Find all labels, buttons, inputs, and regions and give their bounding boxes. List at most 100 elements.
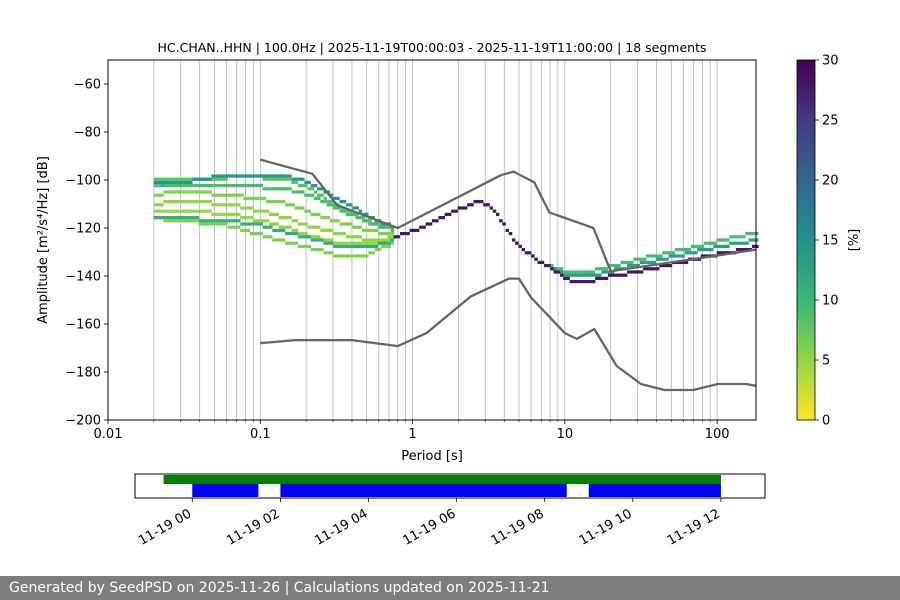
histogram-cell — [384, 241, 388, 245]
colorbar-tick-label: 0 — [822, 414, 830, 429]
histogram-cell — [377, 222, 382, 226]
y-tick-label: −120 — [65, 222, 101, 237]
histogram-cell — [160, 203, 164, 207]
histogram-cell — [243, 184, 247, 188]
histogram-cell — [598, 267, 602, 271]
histogram-cell — [233, 212, 238, 216]
histogram-cell — [297, 184, 302, 188]
histogram-cell — [352, 225, 356, 229]
histogram-cell — [275, 238, 279, 242]
histogram-cell — [253, 219, 257, 223]
histogram-cell — [594, 273, 599, 277]
nlnm-curve — [260, 277, 757, 392]
histogram-cell — [291, 203, 295, 207]
histogram-cell — [553, 270, 558, 274]
histogram-cell — [201, 222, 206, 226]
histogram-cell — [617, 273, 622, 277]
histogram-cell — [601, 270, 605, 274]
histogram-cell — [649, 267, 654, 271]
histogram-cell — [585, 270, 589, 274]
histogram-cell — [189, 209, 193, 213]
histogram-cell — [681, 260, 686, 264]
histogram-cell — [342, 254, 347, 258]
histogram-cell — [566, 276, 570, 280]
histogram-cell — [281, 200, 286, 204]
histogram-cell — [703, 248, 708, 252]
histogram-cell — [208, 200, 212, 204]
histogram-cell — [751, 244, 756, 248]
histogram-cell — [754, 238, 759, 242]
histogram-cell — [623, 260, 628, 264]
histogram-cell — [285, 174, 289, 178]
histogram-cell — [479, 200, 484, 204]
y-tick-label: −80 — [74, 126, 101, 141]
histogram-cell — [652, 267, 657, 271]
histogram-cell — [575, 273, 580, 277]
histogram-cell — [291, 180, 295, 184]
histogram-cell — [320, 187, 324, 191]
histogram-cell — [499, 219, 503, 223]
histogram-cell — [633, 264, 637, 268]
histogram-cell — [163, 190, 167, 194]
histogram-cell — [237, 219, 241, 223]
histogram-cell — [176, 209, 180, 213]
histogram-cell — [502, 222, 506, 226]
histogram-cell — [739, 248, 743, 252]
histogram-cell — [166, 190, 171, 194]
histogram-cell — [365, 238, 369, 242]
histogram-cell — [342, 222, 347, 226]
histogram-cell — [294, 228, 299, 232]
histogram-cell — [748, 232, 752, 236]
histogram-cell — [253, 174, 257, 178]
histogram-cell — [157, 184, 161, 188]
histogram-cell — [208, 222, 212, 226]
histogram-cell — [304, 184, 308, 188]
histogram-cell — [652, 260, 656, 264]
histogram-cell — [339, 209, 343, 213]
histogram-cell — [262, 174, 267, 178]
histogram-cell — [157, 177, 161, 181]
histogram-cell — [227, 174, 231, 178]
histogram-cell — [224, 184, 228, 188]
histogram-cell — [646, 254, 650, 258]
histogram-cell — [486, 203, 490, 207]
histogram-cell — [342, 244, 347, 248]
histogram-cell — [598, 273, 602, 277]
histogram-cell — [636, 270, 641, 274]
histogram-cell — [345, 203, 350, 207]
histogram-cell — [217, 177, 222, 181]
histogram-cell — [755, 244, 759, 248]
histogram-cell — [249, 232, 254, 236]
histogram-cell — [598, 276, 602, 280]
histogram-cell — [470, 203, 474, 207]
histogram-cell — [333, 254, 337, 258]
histogram-cell — [221, 193, 225, 197]
histogram-cell — [153, 177, 158, 181]
histogram-cell — [249, 184, 254, 188]
histogram-cell — [221, 184, 225, 188]
histogram-cell — [674, 254, 679, 258]
histogram-cell — [559, 273, 564, 277]
histogram-cell — [313, 196, 318, 200]
colorbar-tick-label: 25 — [822, 114, 839, 129]
histogram-cell — [230, 203, 235, 207]
histogram-cell — [610, 264, 615, 268]
histogram-cell — [176, 190, 180, 194]
histogram-cell — [524, 251, 529, 255]
histogram-cell — [281, 225, 286, 229]
histogram-cell — [285, 203, 289, 207]
histogram-cell — [214, 177, 219, 181]
histogram-cell — [336, 196, 340, 200]
histogram-cell — [153, 193, 158, 197]
histogram-cell — [185, 180, 190, 184]
histogram-cell — [224, 222, 228, 226]
histogram-cell — [361, 228, 366, 232]
y-axis-label: Amplitude [m²/s⁴/Hz] [dB] — [36, 156, 51, 324]
histogram-cell — [336, 241, 340, 245]
used-segment — [280, 484, 567, 497]
histogram-cell — [205, 222, 209, 226]
histogram-cell — [729, 241, 733, 245]
histogram-cell — [265, 177, 270, 181]
histogram-cell — [690, 251, 695, 255]
histogram-cell — [540, 260, 545, 264]
